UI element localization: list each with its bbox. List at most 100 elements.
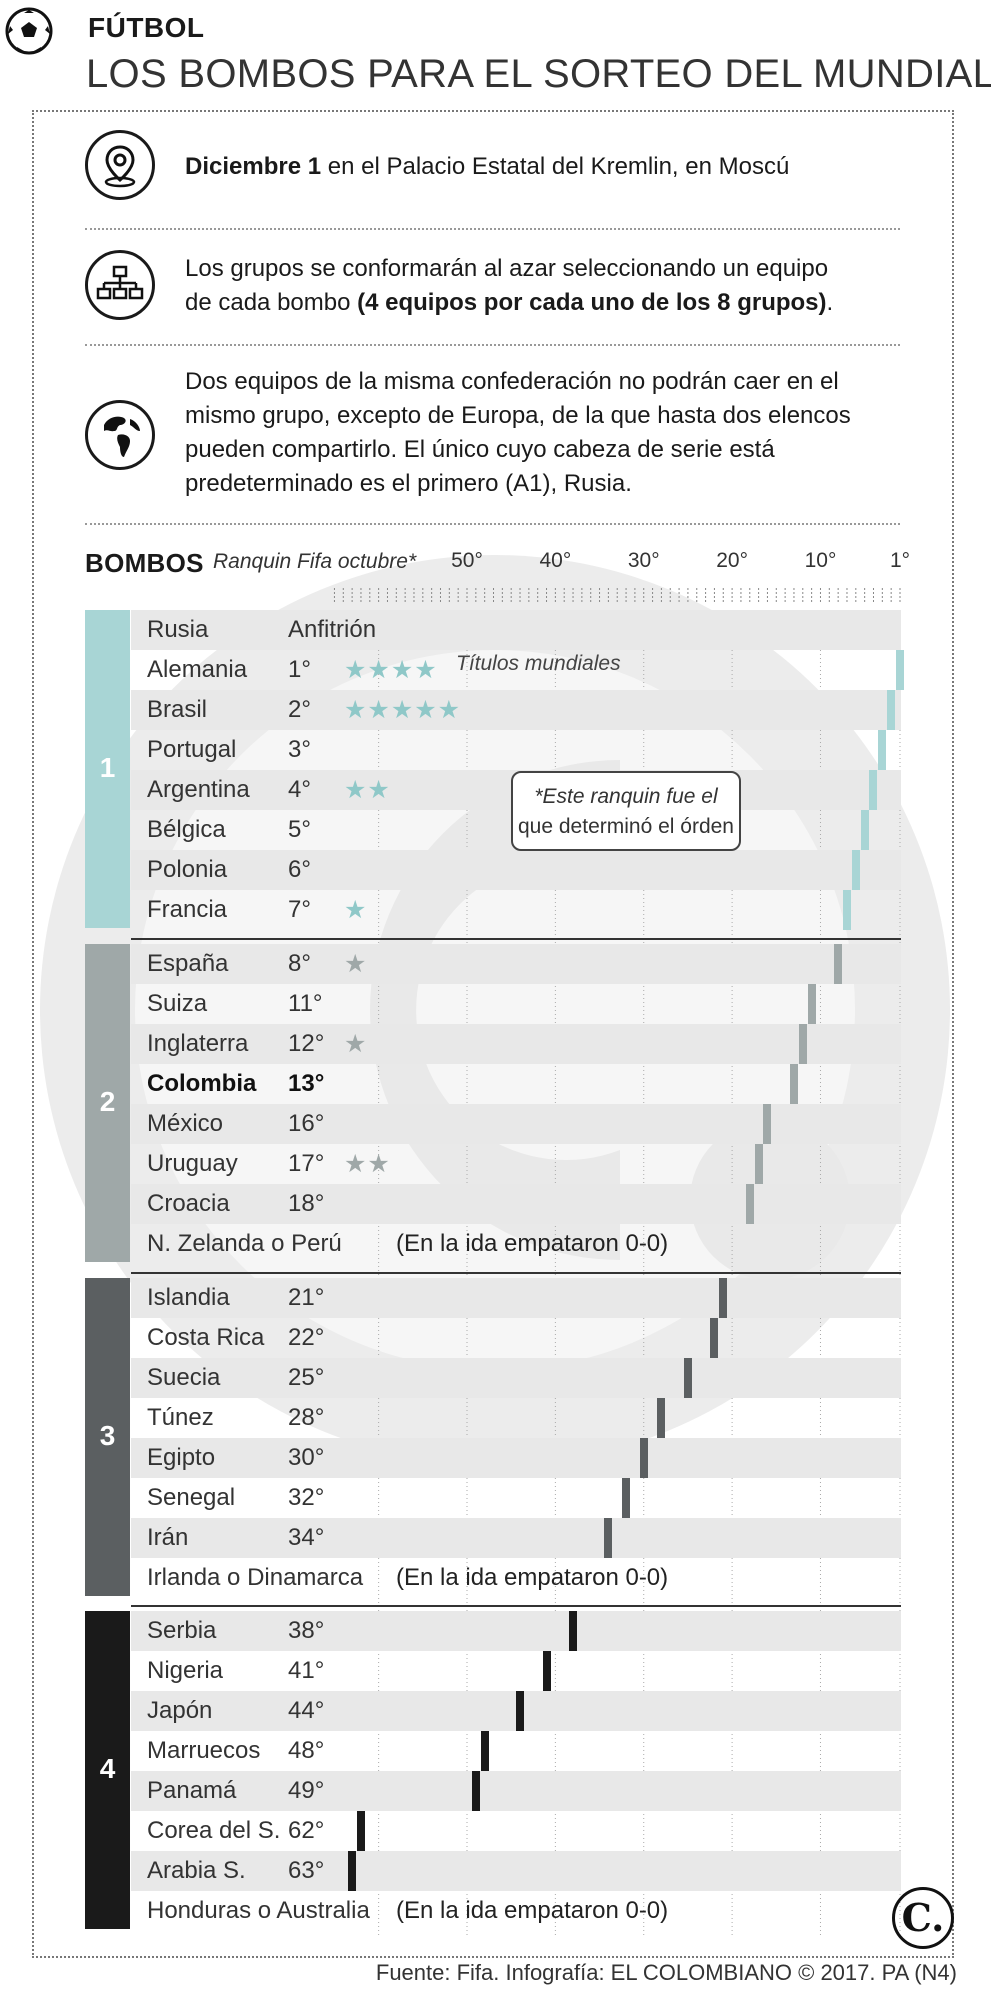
tie-note: (En la ida empataron 0-0) bbox=[396, 1230, 669, 1257]
team-name: Colombia bbox=[147, 1070, 257, 1097]
team-rank: 6° bbox=[288, 856, 311, 883]
team-rank: 32° bbox=[288, 1484, 325, 1511]
content-frame bbox=[32, 110, 954, 1958]
globe-icon bbox=[85, 400, 155, 470]
team-rank: 22° bbox=[288, 1324, 325, 1351]
team-name: Costa Rica bbox=[147, 1324, 265, 1351]
pot-2-bar bbox=[85, 944, 130, 1262]
x-tick-label: 50° bbox=[451, 549, 483, 572]
titles-stars: ★ bbox=[344, 950, 368, 978]
row-shade bbox=[131, 1611, 901, 1651]
x-tick-label: 30° bbox=[627, 549, 660, 572]
x-tick-label: 40° bbox=[539, 549, 572, 572]
team-rank: Anfitrión bbox=[288, 616, 377, 643]
pot-4-bar bbox=[85, 1611, 130, 1929]
rank-bar bbox=[356, 1811, 365, 1851]
divider bbox=[85, 523, 900, 525]
rank-bar bbox=[542, 1651, 551, 1691]
frame-bottom bbox=[32, 1956, 954, 1958]
rank-bar bbox=[834, 944, 843, 984]
pot-divider bbox=[131, 1605, 901, 1607]
page-title: LOS BOMBOS PARA EL SORTEO DEL MUNDIAL bbox=[86, 52, 991, 96]
rank-bar bbox=[789, 1064, 798, 1104]
x-axis-label: Ranquin Fifa octubre* bbox=[213, 550, 417, 573]
team-rank: 18° bbox=[288, 1190, 325, 1217]
brand-logo: C. bbox=[892, 1887, 954, 1949]
rank-bar bbox=[798, 1024, 807, 1064]
rank-bar bbox=[851, 850, 860, 890]
team-rank: 30° bbox=[288, 1444, 325, 1471]
titles-stars: ★ bbox=[344, 896, 368, 924]
team-name: Inglaterra bbox=[147, 1030, 249, 1057]
x-tick-label: 20° bbox=[716, 549, 748, 572]
team-rank: 4° bbox=[288, 776, 311, 803]
titles-stars: ★★★★★ bbox=[344, 696, 462, 724]
section-label: FÚTBOL bbox=[88, 12, 205, 43]
team-name: México bbox=[147, 1110, 224, 1137]
team-rank: 62° bbox=[288, 1817, 325, 1844]
team-rank: 16° bbox=[288, 1110, 325, 1137]
tie-note: (En la ida empataron 0-0) bbox=[396, 1564, 669, 1591]
conf-line-4: predeterminado es el primero (A1), Rusia… bbox=[185, 470, 632, 497]
team-name: Japón bbox=[147, 1697, 213, 1724]
rank-bar bbox=[516, 1691, 525, 1731]
team-rank: 25° bbox=[288, 1364, 325, 1391]
hierarchy-icon bbox=[85, 250, 155, 320]
pot-divider bbox=[131, 1272, 901, 1274]
rank-bar bbox=[807, 984, 816, 1024]
team-name: Arabia S. bbox=[147, 1857, 246, 1884]
rank-bar bbox=[887, 690, 896, 730]
team-name: Corea del S. bbox=[147, 1817, 281, 1844]
rank-bar bbox=[683, 1358, 692, 1398]
confederation-text: Dos equipos de la misma confederación no… bbox=[185, 365, 851, 501]
rank-bar bbox=[657, 1398, 666, 1438]
rank-bar bbox=[745, 1184, 754, 1224]
team-name: N. Zelanda o Perú bbox=[147, 1230, 342, 1257]
team-name: Senegal bbox=[147, 1484, 236, 1511]
rank-bar bbox=[860, 810, 869, 850]
ranking-note-line-2: que determinó el órden bbox=[518, 815, 734, 838]
team-rank: 34° bbox=[288, 1524, 325, 1551]
team-rank: 28° bbox=[288, 1404, 325, 1431]
row-shade bbox=[131, 944, 901, 984]
pot-1-bar bbox=[85, 610, 130, 928]
team-name: Marruecos bbox=[147, 1737, 261, 1764]
ranking-note: *Este ranquin fue el que determinó el ór… bbox=[511, 771, 741, 851]
rank-bar bbox=[348, 1851, 357, 1891]
row-shade bbox=[131, 1104, 901, 1144]
row-shade bbox=[131, 1184, 901, 1224]
team-name: Uruguay bbox=[147, 1150, 238, 1177]
row-shade bbox=[131, 1278, 901, 1318]
team-name: Rusia bbox=[147, 616, 209, 643]
groups-line-2: de cada bombo (4 equipos por cada uno de… bbox=[185, 286, 833, 320]
row-shade bbox=[131, 1691, 901, 1731]
team-name: Alemania bbox=[147, 656, 248, 683]
groups-line-2-end: . bbox=[826, 289, 834, 316]
tie-note: (En la ida empataron 0-0) bbox=[396, 1897, 669, 1924]
team-name: Portugal bbox=[147, 736, 237, 763]
divider bbox=[85, 344, 900, 346]
pot-number: 2 bbox=[99, 1086, 116, 1117]
ranking-note-line-1: *Este ranquin fue el bbox=[534, 785, 718, 808]
team-rank: 17° bbox=[288, 1150, 325, 1177]
divider bbox=[85, 228, 900, 230]
team-name: Irán bbox=[147, 1524, 189, 1551]
titles-stars: ★★ bbox=[344, 776, 391, 804]
team-rank: 48° bbox=[288, 1737, 325, 1764]
team-name: Nigeria bbox=[147, 1657, 224, 1684]
titles-legend: Títulos mundiales bbox=[456, 652, 621, 675]
location-pin-icon bbox=[85, 130, 155, 200]
team-rank: 44° bbox=[288, 1697, 325, 1724]
pot-number: 1 bbox=[99, 752, 116, 783]
chart-title: BOMBOS bbox=[85, 548, 204, 578]
team-rank: 5° bbox=[288, 816, 311, 843]
pot-divider bbox=[131, 938, 901, 940]
team-name: España bbox=[147, 950, 229, 977]
groups-text: Los grupos se conformarán al azar selecc… bbox=[185, 252, 833, 320]
team-rank: 2° bbox=[288, 696, 311, 723]
rank-bar bbox=[622, 1478, 631, 1518]
team-rank: 63° bbox=[288, 1857, 325, 1884]
team-rank: 38° bbox=[288, 1617, 325, 1644]
team-rank: 21° bbox=[288, 1284, 325, 1311]
